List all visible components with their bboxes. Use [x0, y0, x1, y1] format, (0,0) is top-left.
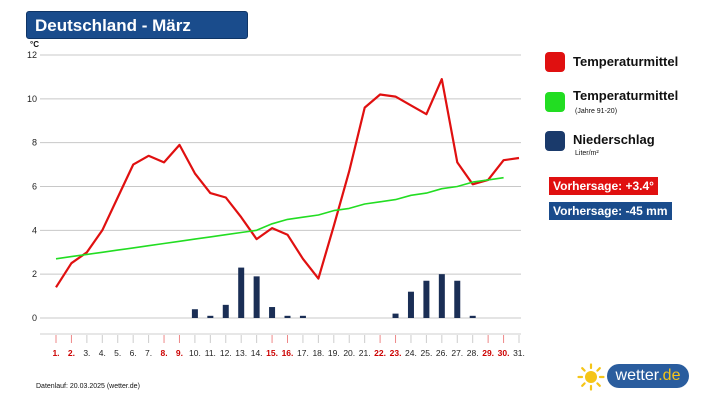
logo-wordmark: wetter.de	[607, 364, 689, 388]
x-tick-label: 29.	[482, 348, 494, 358]
axes: 0 2 4 6 8 10 12°C 1. 2. 3. 4. 5. 6. 7. 8. 9. 10. 11. 12. 13…	[27, 40, 525, 358]
x-tick-label: 8.	[160, 348, 167, 358]
sun-icon	[577, 363, 605, 391]
y-tick-label: 4	[32, 225, 37, 235]
y-tick-label: 2	[32, 269, 37, 279]
chart-title: Deutschland - März	[26, 11, 248, 39]
legend-label-temperature-normal: Temperaturmittel	[573, 88, 679, 103]
x-tick-label: 31.	[513, 348, 525, 358]
x-tick-label: 15.	[266, 348, 278, 358]
precipitation-bar	[222, 304, 229, 318]
x-tick-label: 19.	[328, 348, 340, 358]
legend-swatch-temperature	[545, 52, 565, 72]
x-tick-label: 23.	[390, 348, 402, 358]
x-tick-label: 6.	[130, 348, 137, 358]
precipitation-bar	[392, 313, 399, 318]
x-tick-label: 24.	[405, 348, 417, 358]
precipitation-bar	[269, 307, 276, 318]
x-tick-label: 18.	[312, 348, 324, 358]
x-tick-label: 3.	[83, 348, 90, 358]
x-tick-label: 14.	[251, 348, 263, 358]
logo-tld: .de	[658, 367, 681, 384]
precipitation-bar	[253, 276, 260, 318]
temperature-lines	[55, 77, 520, 288]
x-tick-label: 17.	[297, 348, 309, 358]
y-axis-label: °C	[30, 40, 39, 49]
x-tick-label: 28.	[467, 348, 479, 358]
x-tick-label: 1.	[52, 348, 59, 358]
y-tick-label: 10	[27, 94, 37, 104]
x-tick-label: 4.	[99, 348, 106, 358]
temperature-line	[55, 77, 520, 288]
x-tick-label: 30.	[498, 348, 510, 358]
y-tick-label: 12	[27, 50, 37, 60]
x-tick-label: 10.	[189, 348, 201, 358]
x-tick-label: 26.	[436, 348, 448, 358]
legend-label-temperature: Temperaturmittel	[573, 54, 679, 69]
grid	[40, 54, 521, 319]
precipitation-bar	[191, 309, 198, 318]
data-run-note: Datenlauf: 20.03.2025 (wetter.de)	[36, 383, 140, 390]
legend-label-precipitation: Niederschlag	[573, 132, 655, 147]
precipitation-bar	[438, 274, 445, 318]
forecast-temperature-badge: Vorhersage: +3.4°	[549, 177, 658, 195]
x-tick-label: 9.	[176, 348, 183, 358]
precipitation-bar	[423, 280, 430, 318]
x-tick-label: 21.	[359, 348, 371, 358]
x-tick-label: 25.	[420, 348, 432, 358]
legend-sub-temperature-normal: (Jahre 91-20)	[575, 108, 618, 115]
precipitation-bar	[407, 291, 414, 318]
x-tick-label: 7.	[145, 348, 152, 358]
forecast-precipitation-badge: Vorhersage: -45 mm	[549, 202, 672, 220]
precipitation-bar	[469, 315, 476, 318]
x-tick-label: 12.	[220, 348, 232, 358]
x-tick-label: 20.	[343, 348, 355, 358]
x-tick-label: 13.	[235, 348, 247, 358]
precipitation-bar	[207, 315, 214, 318]
temperature-normal-line	[55, 176, 504, 260]
legend-swatch-temperature-normal	[545, 92, 565, 112]
precipitation-bar	[454, 280, 461, 318]
precipitation-bar	[299, 315, 306, 318]
x-tick-label: 27.	[451, 348, 463, 358]
y-tick-label: 6	[32, 182, 37, 192]
x-tick-label: 22.	[374, 348, 386, 358]
logo-name: wetter	[615, 367, 659, 384]
x-tick-label: 5.	[114, 348, 121, 358]
precipitation-bars	[191, 267, 476, 318]
precipitation-bar	[238, 267, 245, 318]
legend-sub-precipitation: Liter/m²	[575, 150, 599, 157]
y-tick-label: 8	[32, 138, 37, 148]
x-tick-label: 11.	[205, 348, 216, 358]
precipitation-bar	[284, 315, 291, 318]
legend-swatch-precipitation	[545, 131, 565, 151]
x-tick-label: 2.	[68, 348, 75, 358]
wetter-de-logo[interactable]: wetter.de	[577, 361, 689, 391]
x-tick-label: 16.	[282, 348, 294, 358]
y-tick-label: 0	[32, 313, 37, 323]
